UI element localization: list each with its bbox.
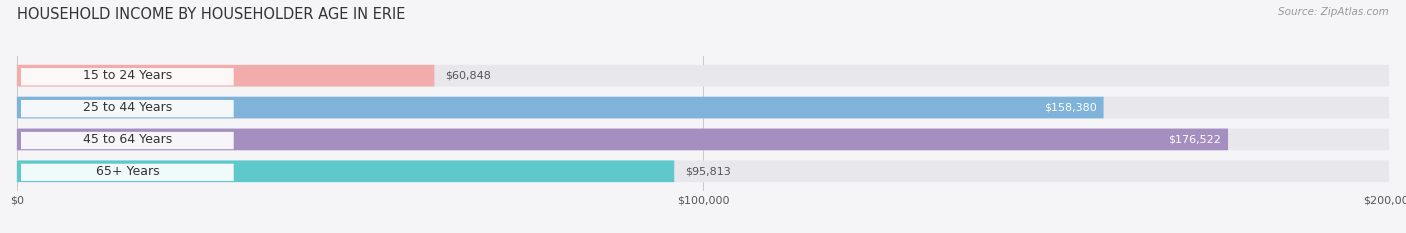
Text: $95,813: $95,813 <box>685 166 731 176</box>
Text: HOUSEHOLD INCOME BY HOUSEHOLDER AGE IN ERIE: HOUSEHOLD INCOME BY HOUSEHOLDER AGE IN E… <box>17 7 405 22</box>
Text: Source: ZipAtlas.com: Source: ZipAtlas.com <box>1278 7 1389 17</box>
Text: $60,848: $60,848 <box>446 71 491 81</box>
Text: $176,522: $176,522 <box>1168 134 1222 144</box>
FancyBboxPatch shape <box>17 65 434 86</box>
FancyBboxPatch shape <box>17 161 675 182</box>
FancyBboxPatch shape <box>17 97 1104 118</box>
FancyBboxPatch shape <box>21 164 233 181</box>
Text: $158,380: $158,380 <box>1043 103 1097 113</box>
Text: 65+ Years: 65+ Years <box>96 165 159 178</box>
Text: 45 to 64 Years: 45 to 64 Years <box>83 133 172 146</box>
FancyBboxPatch shape <box>17 161 1389 182</box>
FancyBboxPatch shape <box>21 132 233 149</box>
FancyBboxPatch shape <box>17 129 1389 150</box>
Text: 25 to 44 Years: 25 to 44 Years <box>83 101 172 114</box>
FancyBboxPatch shape <box>17 129 1227 150</box>
Text: 15 to 24 Years: 15 to 24 Years <box>83 69 172 82</box>
FancyBboxPatch shape <box>17 97 1389 118</box>
FancyBboxPatch shape <box>17 65 1389 86</box>
FancyBboxPatch shape <box>21 68 233 86</box>
FancyBboxPatch shape <box>21 100 233 117</box>
